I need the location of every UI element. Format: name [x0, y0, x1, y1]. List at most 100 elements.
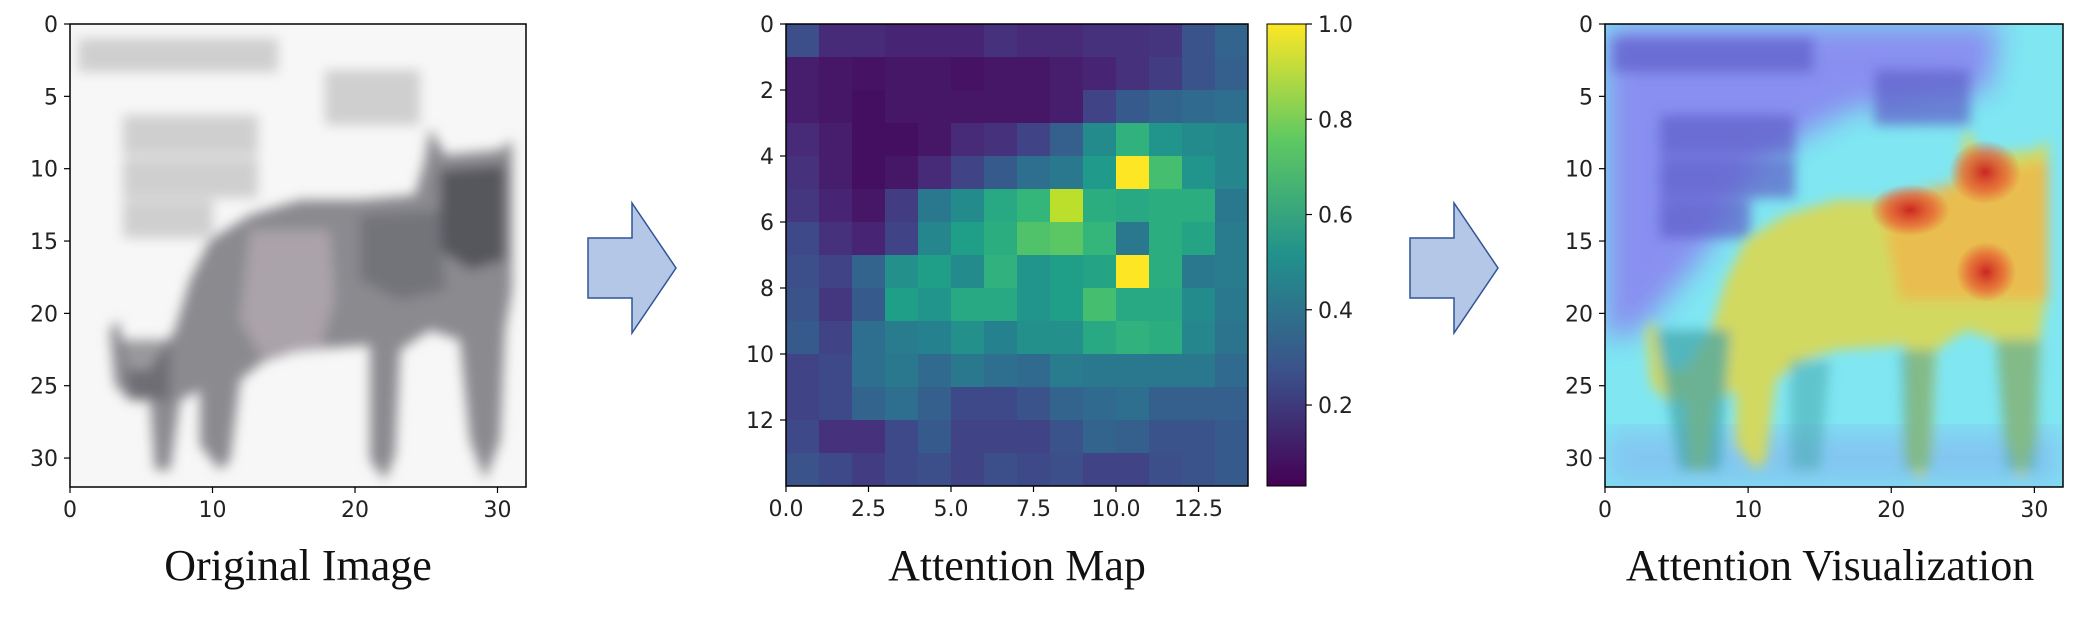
heatmap-cell: [918, 189, 952, 223]
y-tick-label: 0: [1579, 13, 1593, 38]
y-tick-label: 10: [30, 158, 58, 183]
heatmap-cell: [1149, 57, 1183, 91]
heatmap-cell: [984, 90, 1018, 124]
heatmap-cell: [885, 90, 919, 124]
heatmap-cell: [1017, 255, 1051, 289]
heatmap-cell: [951, 321, 985, 355]
heatmap-cell: [885, 288, 919, 322]
heatmap-cell: [885, 57, 919, 91]
heatmap-cell: [918, 222, 952, 256]
heatmap-cell: [1182, 321, 1216, 355]
heatmap-cell: [1017, 453, 1051, 487]
heatmap-cell: [1215, 387, 1249, 421]
heatmap-cell: [918, 24, 952, 58]
heatmap-cell: [951, 255, 985, 289]
heatmap-cell: [951, 57, 985, 91]
heatmap-cell: [1215, 24, 1249, 58]
heatmap-cell: [786, 387, 820, 421]
heatmap-cell: [1215, 420, 1249, 454]
heatmap-cell: [786, 123, 820, 157]
heatmap-cell: [1215, 189, 1249, 223]
heatmap-cell: [819, 222, 853, 256]
heatmap-cell: [1149, 420, 1183, 454]
heatmap-cell: [951, 123, 985, 157]
heatmap-cell: [852, 354, 886, 388]
x-tick-label: 0.0: [769, 497, 804, 522]
heatmap-cell: [951, 354, 985, 388]
heatmap-cell: [1083, 255, 1117, 289]
heatmap-cell: [918, 354, 952, 388]
heatmap-cell: [1149, 123, 1183, 157]
right-arrow-icon: [587, 200, 677, 336]
heatmap-cell: [1116, 90, 1150, 124]
heatmap-cell: [1182, 255, 1216, 289]
x-tick-label: 10: [1734, 498, 1762, 523]
heatmap-cell: [918, 123, 952, 157]
attention-map-y-axis: 0 2 4 6 8 10 12: [746, 13, 786, 434]
y-tick-label: 0: [44, 13, 58, 38]
y-tick-label: 6: [760, 211, 774, 236]
original-y-axis: 0 5 10 15 20 25 30: [30, 13, 70, 472]
heatmap-cell: [1083, 156, 1117, 190]
heatmap-cell: [1116, 24, 1150, 58]
heatmap-cell: [1149, 288, 1183, 322]
x-tick-label: 10.0: [1092, 497, 1141, 522]
heatmap-cell: [852, 90, 886, 124]
heatmap-cell: [885, 321, 919, 355]
heatmap-cell: [1116, 255, 1150, 289]
heatmap-cell: [885, 255, 919, 289]
heatmap-cell: [951, 189, 985, 223]
y-tick-label: 10: [746, 343, 774, 368]
heatmap-cell: [786, 90, 820, 124]
heatmap-cell: [984, 57, 1018, 91]
heatmap-cell: [1050, 288, 1084, 322]
heatmap-cell: [1116, 156, 1150, 190]
caption-attention-map: Attention Map: [888, 541, 1146, 590]
original-image-panel: 0 5 10 15 20 25 30 0 10 20 30: [30, 13, 527, 523]
heatmap-cell: [1116, 288, 1150, 322]
heatmap-cell: [1083, 387, 1117, 421]
heatmap-cell: [786, 24, 820, 58]
y-tick-label: 15: [30, 230, 58, 255]
x-tick-label: 7.5: [1016, 497, 1051, 522]
heatmap-cell: [1050, 387, 1084, 421]
heatmap-cell: [1050, 354, 1084, 388]
y-tick-label: 20: [1565, 302, 1593, 327]
x-tick-label: 20: [1877, 498, 1905, 523]
heatmap-cell: [1215, 90, 1249, 124]
heatmap-cell: [951, 420, 985, 454]
heatmap-cell: [984, 222, 1018, 256]
heatmap-cell: [1050, 189, 1084, 223]
heatmap-cell: [885, 420, 919, 454]
heatmap-cell: [984, 420, 1018, 454]
heatmap-cell: [1017, 90, 1051, 124]
x-tick-label: 30: [484, 498, 512, 523]
heatmap-cell: [1215, 321, 1249, 355]
heatmap-cell: [1182, 156, 1216, 190]
colorbar-tick-label: 1.0: [1318, 13, 1353, 38]
heatmap-cell: [786, 321, 820, 355]
heatmap-cell: [1017, 189, 1051, 223]
heatmap-cell: [1116, 354, 1150, 388]
colorbar-tick-label: 0.2: [1318, 394, 1353, 419]
heatmap-cell: [819, 189, 853, 223]
heatmap-cell: [1182, 288, 1216, 322]
colorbar-tick-label: 0.6: [1318, 204, 1353, 229]
heatmap-cell: [1017, 354, 1051, 388]
heatmap-cell: [951, 387, 985, 421]
right-arrow-icon: [1409, 200, 1499, 336]
heatmap-cell: [1215, 255, 1249, 289]
heatmap-cell: [1215, 288, 1249, 322]
heatmap-cell: [1083, 222, 1117, 256]
y-tick-label: 25: [30, 375, 58, 400]
heatmap-cell: [1050, 453, 1084, 487]
heatmap-cell: [786, 420, 820, 454]
heatmap-cell: [1149, 189, 1183, 223]
heatmap-cell: [1050, 255, 1084, 289]
heatmap-cell: [786, 222, 820, 256]
heatmap-cell: [1017, 321, 1051, 355]
heatmap-cell: [1116, 420, 1150, 454]
heatmap-cell: [1182, 453, 1216, 487]
